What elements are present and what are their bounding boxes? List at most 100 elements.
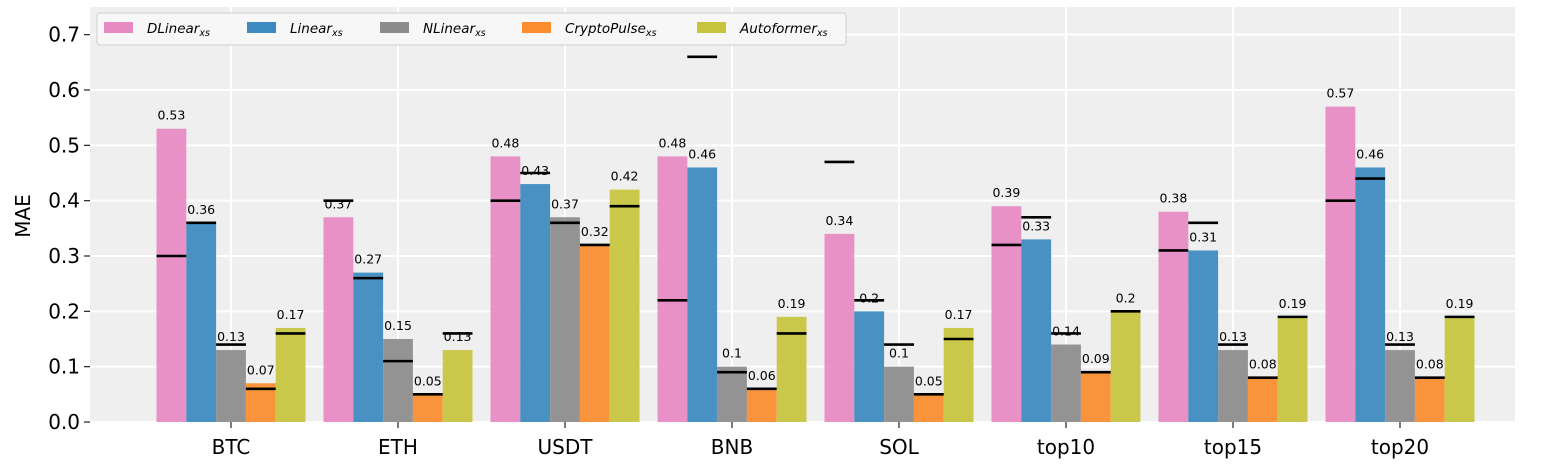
data-label: 0.06: [748, 368, 776, 383]
data-label: 0.08: [1249, 357, 1277, 372]
legend-label-main: Linear: [290, 21, 333, 37]
y-tick-label: 0.4: [48, 189, 80, 213]
bar-nlinear-top15: [1218, 350, 1248, 422]
bar-linear-sol: [854, 311, 885, 422]
x-tick-label: USDT: [538, 435, 594, 459]
data-label: 0.31: [1189, 229, 1217, 244]
legend-label-dlinear: DLinearxs: [147, 21, 210, 39]
data-label: 0.05: [915, 373, 943, 388]
legend-swatch-autoformer: [697, 22, 726, 33]
legend-label-cryptopulse: CryptoPulsexs: [565, 21, 656, 39]
data-label: 0.19: [1446, 296, 1474, 311]
data-label: 0.53: [157, 108, 185, 123]
data-label: 0.48: [491, 135, 519, 150]
data-label: 0.33: [1022, 218, 1050, 233]
x-tick-label: BTC: [212, 435, 251, 459]
bar-nlinear-sol: [884, 366, 914, 422]
data-label: 0.39: [992, 185, 1020, 200]
y-tick-label: 0.6: [48, 78, 80, 102]
legend-label-main: Autoformer: [739, 21, 818, 37]
data-label: 0.1: [889, 346, 909, 361]
bars: [156, 106, 1475, 422]
y-tick-label: 0.1: [48, 355, 80, 379]
bar-cryptopulse-top20: [1414, 377, 1445, 422]
bar-dlinear-sol: [824, 233, 855, 422]
data-label: 0.46: [1356, 146, 1384, 161]
bar-dlinear-bnb: [657, 156, 688, 422]
bar-nlinear-eth: [383, 339, 413, 422]
legend-box: [96, 12, 847, 46]
bar-cryptopulse-bnb: [746, 388, 777, 422]
data-label: 0.09: [1082, 351, 1110, 366]
data-label: 0.57: [1326, 86, 1354, 101]
data-labels: 0.53 0.37 0.48 0.48 0.34 0.39 0.38 0.57 0.36 0.27…: [157, 86, 1473, 389]
bar-cryptopulse-sol: [913, 394, 944, 422]
legend-label-main: NLinear: [423, 21, 477, 37]
x-tick-label: top10: [1037, 435, 1095, 459]
data-label: 0.43: [521, 163, 549, 178]
y-tick-label: 0.3: [48, 244, 80, 268]
bar-linear-btc: [186, 222, 217, 422]
data-label: 0.19: [778, 296, 806, 311]
bar-linear-usdt: [520, 184, 551, 422]
data-label: 0.13: [217, 329, 245, 344]
bar-linear-top15: [1188, 250, 1219, 422]
y-tick-label: 0.0: [48, 410, 80, 434]
legend-swatch-cryptopulse: [522, 22, 551, 33]
x-tick-label: top15: [1204, 435, 1262, 459]
data-label: 0.34: [825, 213, 853, 228]
data-label: 0.2: [1116, 290, 1136, 305]
x-axis: BTC ETH USDT BNB SOL top10 top15 top20: [212, 422, 1429, 459]
bar-linear-top10: [1021, 239, 1052, 422]
bar-cryptopulse-eth: [412, 394, 443, 422]
data-label: 0.42: [611, 169, 639, 184]
bar-autoformer-top20: [1444, 316, 1475, 422]
legend-swatch-nlinear: [380, 22, 409, 33]
bar-cryptopulse-top15: [1247, 377, 1278, 422]
bar-autoformer-eth: [442, 350, 473, 422]
data-label: 0.46: [688, 146, 716, 161]
y-axis: 0.0 0.1 0.2 0.3 0.4 0.5 0.6 0.7: [48, 23, 90, 434]
data-label: 0.27: [354, 252, 382, 267]
bar-nlinear-bnb: [717, 366, 747, 422]
legend-label-linear: Linearxs: [290, 21, 343, 39]
y-tick-label: 0.5: [48, 133, 80, 157]
bar-nlinear-top10: [1051, 344, 1081, 422]
legend-label-subscript: xs: [816, 28, 828, 39]
bar-dlinear-top20: [1325, 106, 1356, 422]
legend-swatch-linear: [247, 22, 276, 33]
y-tick-label: 0.2: [48, 299, 80, 323]
data-label: 0.13: [444, 329, 472, 344]
legend-label-main: CryptoPulse: [565, 21, 646, 37]
bar-autoformer-btc: [275, 327, 306, 422]
x-tick-label: ETH: [378, 435, 418, 459]
data-label: 0.15: [384, 318, 412, 333]
x-tick-label: top20: [1371, 435, 1429, 459]
legend: DLinearxs Linearxs NLinearxs CryptoPulsexs A…: [96, 12, 847, 46]
legend-label-subscript: xs: [645, 28, 657, 39]
bar-dlinear-usdt: [490, 156, 521, 422]
legend-label-nlinear: NLinearxs: [423, 21, 486, 39]
data-label: 0.07: [247, 362, 275, 377]
bar-autoformer-sol: [943, 327, 974, 422]
data-label: 0.19: [1279, 296, 1307, 311]
x-tick-label: SOL: [879, 435, 919, 459]
data-label: 0.32: [581, 224, 609, 239]
bar-cryptopulse-usdt: [579, 244, 610, 422]
data-label: 0.05: [414, 373, 442, 388]
bar-autoformer-top10: [1110, 311, 1141, 422]
data-label: 0.37: [551, 196, 579, 211]
data-label: 0.17: [277, 307, 305, 322]
legend-label-autoformer: Autoformerxs: [739, 21, 828, 39]
data-label: 0.17: [945, 307, 973, 322]
bar-nlinear-btc: [216, 350, 246, 422]
bar-nlinear-usdt: [550, 217, 580, 422]
data-label: 0.48: [658, 135, 686, 150]
data-label: 0.36: [187, 202, 215, 217]
bar-dlinear-top15: [1158, 211, 1189, 422]
bar-linear-top20: [1355, 167, 1386, 422]
bar-linear-eth: [353, 272, 384, 422]
legend-label-subscript: xs: [474, 28, 486, 39]
bar-cryptopulse-top10: [1080, 372, 1111, 422]
